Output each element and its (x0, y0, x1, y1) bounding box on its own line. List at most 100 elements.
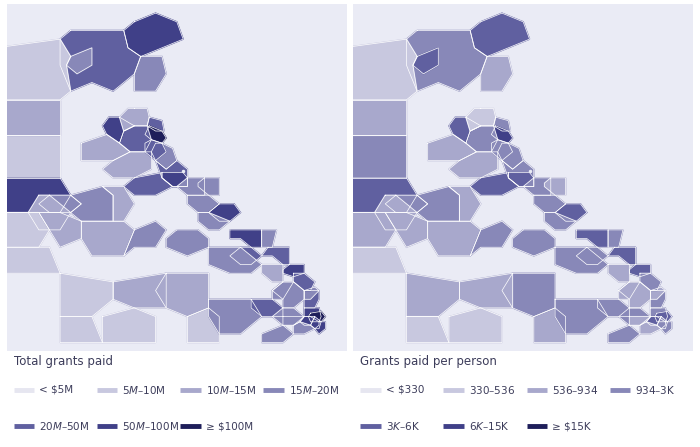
Text: < $5M: < $5M (39, 384, 74, 395)
Polygon shape (343, 247, 407, 273)
Polygon shape (166, 230, 209, 256)
Polygon shape (654, 312, 672, 322)
Polygon shape (523, 178, 551, 195)
Polygon shape (147, 117, 164, 131)
Polygon shape (124, 173, 173, 195)
Polygon shape (640, 322, 662, 334)
Polygon shape (407, 316, 449, 342)
Polygon shape (555, 247, 608, 273)
Polygon shape (309, 312, 326, 322)
Polygon shape (71, 186, 113, 221)
Polygon shape (28, 195, 71, 230)
Polygon shape (251, 299, 283, 316)
Text: $20M–$50M: $20M–$50M (39, 420, 90, 432)
Polygon shape (417, 186, 459, 221)
Polygon shape (120, 126, 151, 152)
Polygon shape (0, 100, 60, 135)
Polygon shape (491, 126, 512, 143)
Polygon shape (619, 308, 650, 325)
Polygon shape (272, 308, 304, 325)
Polygon shape (428, 221, 481, 256)
Polygon shape (508, 173, 534, 186)
Polygon shape (343, 213, 396, 247)
Polygon shape (293, 273, 315, 291)
Polygon shape (576, 230, 608, 247)
Polygon shape (629, 265, 650, 277)
Polygon shape (619, 282, 650, 308)
Text: Grants paid per person: Grants paid per person (360, 355, 497, 368)
Polygon shape (262, 247, 289, 265)
Polygon shape (640, 273, 662, 291)
Polygon shape (449, 186, 481, 221)
Polygon shape (102, 308, 155, 342)
Text: $10M–$15M: $10M–$15M (206, 384, 256, 396)
Polygon shape (311, 316, 321, 329)
Polygon shape (494, 117, 510, 131)
Polygon shape (629, 316, 650, 325)
Polygon shape (293, 322, 315, 334)
Polygon shape (650, 308, 668, 322)
Text: $50M–$100M: $50M–$100M (122, 420, 179, 432)
Polygon shape (230, 247, 262, 265)
Polygon shape (124, 13, 183, 56)
Polygon shape (177, 178, 204, 195)
Polygon shape (38, 195, 81, 213)
Polygon shape (608, 247, 636, 265)
Text: $330–$536: $330–$536 (469, 384, 515, 396)
Polygon shape (209, 204, 241, 221)
Polygon shape (502, 273, 555, 316)
Polygon shape (662, 322, 672, 334)
Polygon shape (407, 273, 459, 316)
Polygon shape (0, 39, 71, 100)
Polygon shape (300, 316, 315, 325)
Polygon shape (407, 30, 487, 91)
Polygon shape (81, 221, 134, 256)
Polygon shape (646, 316, 662, 325)
Polygon shape (466, 126, 498, 152)
Polygon shape (209, 247, 262, 273)
Polygon shape (343, 39, 417, 100)
Polygon shape (304, 308, 321, 322)
Polygon shape (60, 30, 141, 91)
Polygon shape (343, 178, 417, 213)
Polygon shape (512, 230, 555, 256)
Polygon shape (262, 265, 283, 282)
Polygon shape (650, 291, 666, 308)
Polygon shape (0, 135, 60, 178)
Polygon shape (498, 143, 523, 169)
Polygon shape (102, 186, 134, 221)
Polygon shape (534, 308, 566, 342)
Polygon shape (120, 109, 149, 131)
Polygon shape (650, 287, 666, 299)
Polygon shape (304, 291, 319, 308)
Polygon shape (502, 160, 534, 186)
Polygon shape (608, 230, 623, 247)
Text: ≥ $100M: ≥ $100M (206, 421, 253, 431)
Polygon shape (162, 173, 188, 186)
Polygon shape (151, 143, 177, 169)
Polygon shape (283, 265, 304, 277)
Polygon shape (470, 13, 530, 56)
Polygon shape (449, 308, 502, 342)
Polygon shape (608, 265, 629, 282)
Polygon shape (491, 140, 512, 160)
Polygon shape (413, 48, 438, 74)
Polygon shape (38, 213, 81, 247)
Polygon shape (608, 325, 640, 342)
Text: $15M–$20M: $15M–$20M (289, 384, 340, 396)
Polygon shape (272, 282, 293, 299)
Text: $536–$934: $536–$934 (552, 384, 598, 396)
Polygon shape (188, 308, 219, 342)
Polygon shape (343, 100, 407, 135)
Polygon shape (145, 126, 166, 143)
Polygon shape (449, 152, 498, 178)
Polygon shape (0, 178, 71, 213)
Polygon shape (470, 221, 512, 256)
Polygon shape (155, 160, 188, 186)
Text: < $330: < $330 (386, 384, 424, 395)
Polygon shape (145, 140, 166, 160)
Polygon shape (230, 230, 262, 247)
Polygon shape (60, 316, 102, 342)
Polygon shape (188, 195, 219, 213)
Polygon shape (343, 135, 407, 178)
